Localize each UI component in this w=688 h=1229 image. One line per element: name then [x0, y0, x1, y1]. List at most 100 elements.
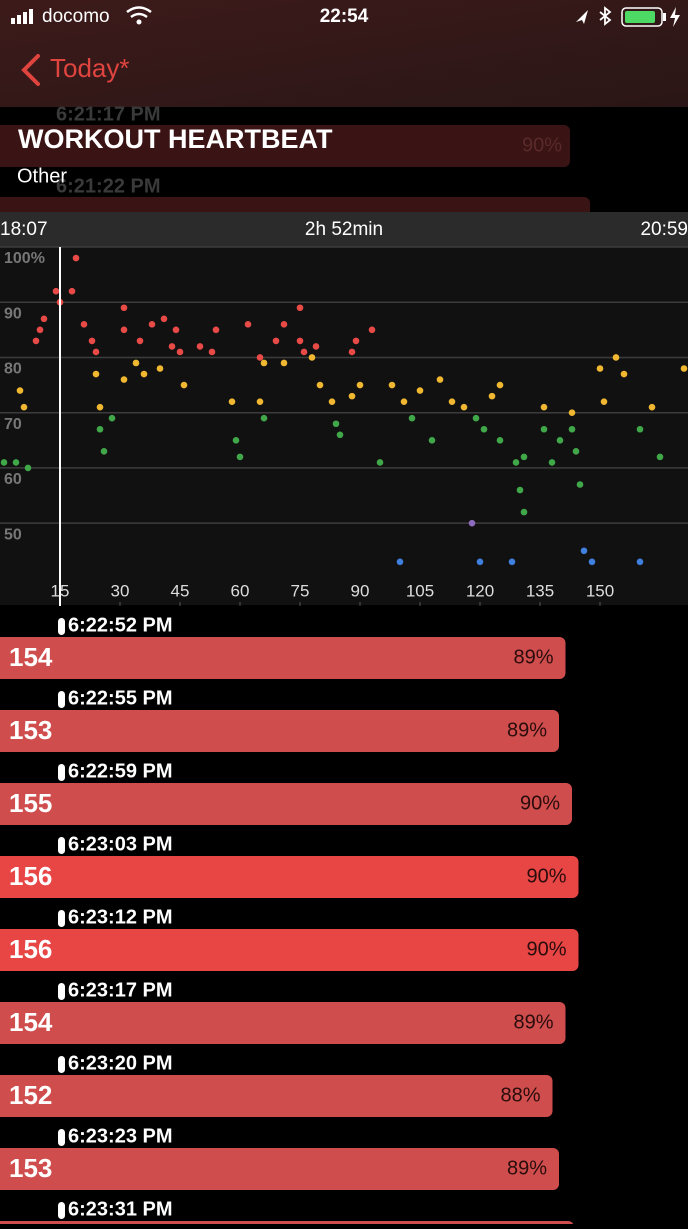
title: WORKOUT HEARTBEAT — [18, 124, 333, 154]
data-point — [496, 381, 504, 389]
data-point — [148, 321, 156, 328]
row-time: 6:22:59 PM — [68, 760, 173, 782]
data-point — [348, 348, 356, 356]
data-point — [300, 348, 308, 356]
row-bar — [0, 856, 579, 898]
range-end: 20:59 — [640, 219, 688, 240]
time-marker — [58, 691, 65, 708]
data-point — [156, 365, 164, 372]
data-point — [348, 392, 356, 400]
row-percent: 90% — [526, 938, 566, 960]
data-point — [120, 326, 128, 334]
data-point — [36, 326, 44, 334]
data-point — [100, 448, 108, 455]
row-time: 6:23:03 PM — [68, 833, 173, 855]
row-bpm: 155 — [9, 788, 52, 818]
time-marker — [58, 837, 65, 854]
data-point — [512, 459, 520, 466]
time-marker — [58, 910, 65, 927]
data-point — [460, 403, 468, 411]
range-duration: 2h 52min — [305, 219, 383, 240]
row-bpm: 156 — [9, 861, 52, 891]
data-point — [408, 414, 416, 422]
row-time: 6:23:12 PM — [68, 906, 173, 928]
data-point — [356, 381, 364, 389]
data-point — [328, 398, 336, 405]
time-marker — [58, 618, 65, 635]
data-point — [620, 370, 628, 378]
data-point — [472, 414, 480, 422]
row-bar — [0, 783, 572, 825]
data-point — [376, 459, 384, 466]
data-point — [516, 486, 524, 494]
data-point — [96, 403, 104, 411]
range-start: 18:07 — [0, 219, 48, 240]
data-point — [476, 558, 484, 566]
data-point — [496, 437, 504, 444]
row-bar — [0, 710, 559, 752]
data-point — [316, 381, 324, 389]
row-bpm: 156 — [9, 934, 52, 964]
row-bpm: 154 — [9, 1007, 53, 1037]
data-point — [596, 365, 604, 372]
data-point — [12, 459, 20, 466]
data-point — [136, 337, 144, 345]
row-percent: 88% — [500, 1084, 540, 1106]
back-button[interactable]: Today* — [50, 53, 130, 83]
data-point — [80, 321, 88, 328]
data-point — [280, 359, 288, 367]
data-point — [40, 315, 48, 323]
row-time: 6:23:31 PM — [68, 1198, 173, 1220]
data-point — [572, 448, 580, 455]
x-tick-label: 90 — [351, 581, 370, 600]
data-point — [212, 326, 220, 334]
time-marker — [58, 1129, 65, 1146]
x-tick-label: 75 — [291, 581, 310, 600]
data-point — [236, 453, 244, 461]
data-point — [400, 398, 408, 405]
row-percent: 90% — [526, 865, 566, 887]
row-bar — [0, 1148, 559, 1190]
data-point — [588, 558, 596, 566]
row-time: 6:23:20 PM — [68, 1052, 173, 1074]
x-tick-label: 30 — [111, 581, 130, 600]
data-point — [132, 359, 140, 367]
ghost-bar — [0, 125, 570, 167]
x-tick-label: 105 — [406, 581, 434, 600]
data-point — [540, 425, 548, 433]
data-point — [232, 437, 240, 444]
row-time: 6:23:23 PM — [68, 1125, 173, 1147]
data-point — [576, 481, 584, 488]
row-bpm: 153 — [9, 715, 52, 745]
subtitle: Other — [17, 165, 67, 187]
data-point — [140, 370, 148, 378]
data-point — [120, 304, 128, 312]
data-point — [436, 376, 444, 383]
data-point — [296, 337, 304, 345]
y-tick-label: 90 — [4, 305, 22, 322]
x-tick-label: 45 — [171, 581, 190, 600]
row-bpm: 153 — [9, 1153, 52, 1183]
row-bar — [0, 929, 579, 971]
x-tick-label: 60 — [231, 581, 250, 600]
carrier: docomo — [42, 6, 110, 27]
data-point — [92, 348, 100, 356]
data-point — [72, 254, 80, 262]
data-point — [648, 403, 656, 411]
data-point — [368, 326, 376, 334]
data-point — [612, 354, 620, 361]
back-chevron[interactable] — [21, 54, 40, 86]
row-bpm: 152 — [9, 1080, 52, 1110]
data-point — [180, 381, 188, 389]
data-point — [568, 409, 576, 416]
data-point — [656, 453, 664, 461]
data-point — [296, 304, 304, 312]
data-point — [68, 287, 76, 295]
y-tick-label: 80 — [4, 361, 22, 378]
data-point — [636, 425, 644, 433]
data-point — [396, 558, 404, 566]
row-bar — [0, 1075, 553, 1117]
data-point — [52, 287, 60, 295]
data-point — [568, 425, 576, 433]
